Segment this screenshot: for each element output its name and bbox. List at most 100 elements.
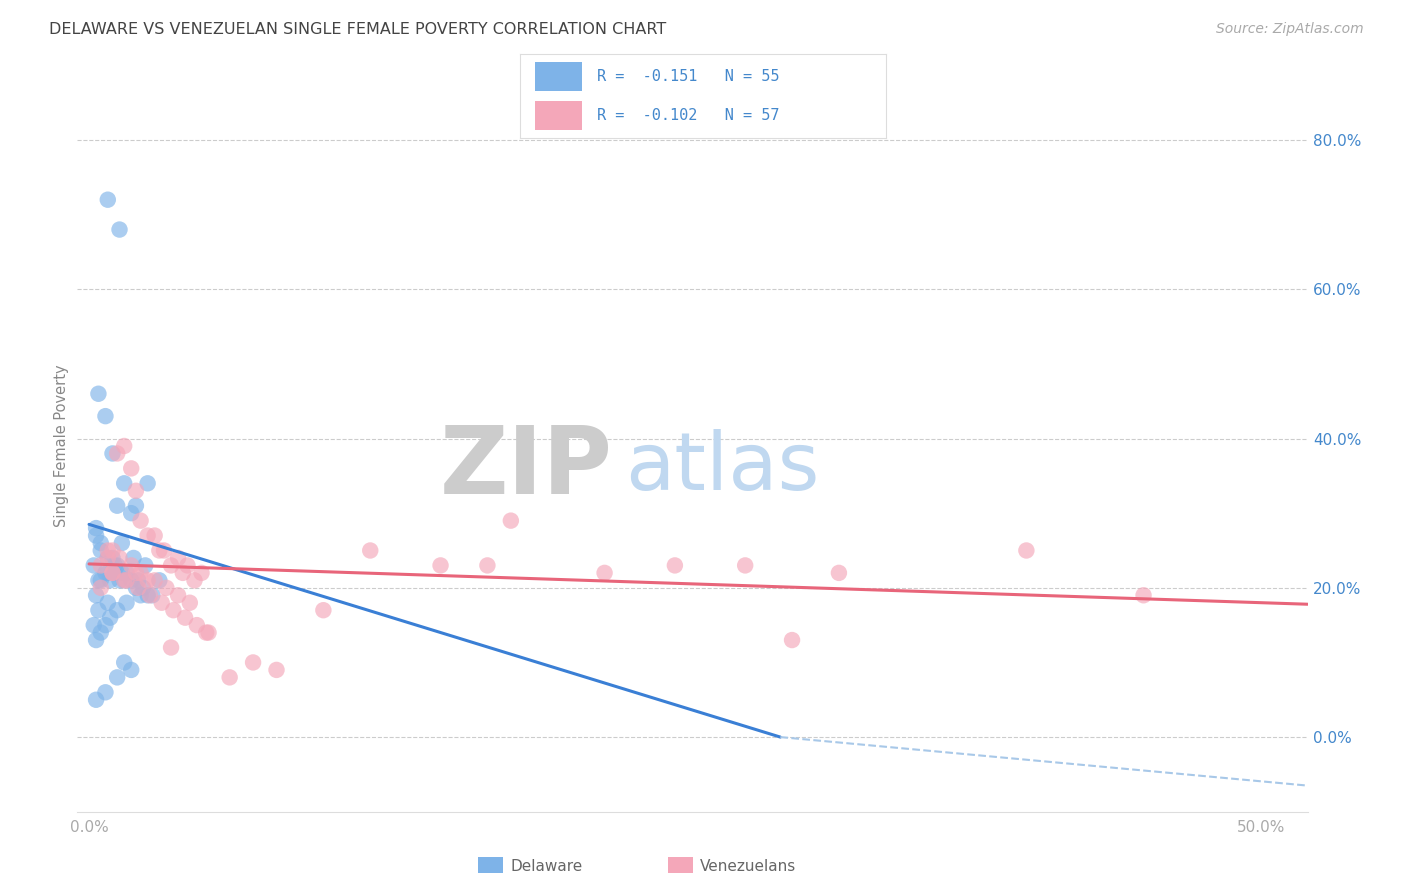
Point	[94, 618, 117, 632]
Point	[183, 574, 205, 588]
Point	[167, 588, 190, 602]
Point	[734, 558, 756, 573]
Text: ZIP: ZIP	[440, 422, 613, 514]
Point	[108, 222, 131, 236]
Point	[115, 566, 138, 580]
Point	[98, 574, 121, 588]
Point	[90, 543, 112, 558]
FancyBboxPatch shape	[534, 62, 582, 91]
Point	[97, 551, 120, 566]
Point	[828, 566, 851, 580]
Point	[112, 439, 135, 453]
Point	[90, 581, 112, 595]
Point	[94, 685, 117, 699]
Point	[499, 514, 522, 528]
Text: Venezuelans: Venezuelans	[700, 859, 796, 873]
Point	[218, 670, 240, 684]
Point	[105, 603, 128, 617]
Point	[97, 551, 120, 566]
Point	[84, 633, 107, 648]
Point	[87, 386, 110, 401]
Point	[111, 536, 134, 550]
Point	[112, 574, 135, 588]
Point	[174, 610, 197, 624]
Point	[1132, 588, 1154, 602]
Point	[101, 446, 124, 460]
Point	[108, 574, 131, 588]
Point	[134, 558, 156, 573]
Point	[176, 558, 198, 573]
Point	[155, 581, 177, 595]
Point	[90, 558, 112, 573]
FancyBboxPatch shape	[534, 101, 582, 130]
Point	[101, 551, 124, 566]
Point	[101, 543, 124, 558]
Point	[136, 588, 159, 602]
Point	[129, 588, 152, 602]
Text: Source: ZipAtlas.com: Source: ZipAtlas.com	[1216, 22, 1364, 37]
Point	[129, 514, 152, 528]
Point	[83, 558, 105, 573]
Point	[105, 558, 128, 573]
Point	[197, 625, 219, 640]
Point	[266, 663, 288, 677]
Point	[160, 558, 183, 573]
Point	[136, 476, 159, 491]
Point	[139, 588, 162, 602]
Point	[125, 581, 148, 595]
Point	[125, 566, 148, 580]
Point	[90, 574, 112, 588]
Point	[101, 566, 124, 580]
Point	[120, 558, 142, 573]
Point	[664, 558, 686, 573]
Point	[84, 528, 107, 542]
Text: R =  -0.102   N = 57: R = -0.102 N = 57	[598, 108, 779, 123]
Point	[160, 640, 183, 655]
Point	[136, 528, 159, 542]
Point	[120, 663, 142, 677]
Point	[780, 633, 803, 648]
Point	[179, 596, 201, 610]
Point	[97, 193, 120, 207]
Point	[143, 528, 166, 542]
Point	[190, 566, 212, 580]
Text: DELAWARE VS VENEZUELAN SINGLE FEMALE POVERTY CORRELATION CHART: DELAWARE VS VENEZUELAN SINGLE FEMALE POV…	[49, 22, 666, 37]
Point	[83, 618, 105, 632]
Point	[94, 409, 117, 424]
Y-axis label: Single Female Poverty: Single Female Poverty	[53, 365, 69, 527]
Point	[167, 551, 190, 566]
Point	[125, 483, 148, 498]
Text: R =  -0.151   N = 55: R = -0.151 N = 55	[598, 69, 779, 84]
Point	[111, 566, 134, 580]
Point	[90, 536, 112, 550]
Point	[477, 558, 499, 573]
Point	[115, 574, 138, 588]
Point	[94, 566, 117, 580]
Text: Delaware: Delaware	[510, 859, 582, 873]
Point	[125, 499, 148, 513]
Point	[97, 543, 120, 558]
Point	[122, 551, 145, 566]
Point	[593, 566, 616, 580]
Point	[104, 566, 127, 580]
Point	[84, 521, 107, 535]
Point	[312, 603, 335, 617]
Point	[90, 625, 112, 640]
Point	[97, 596, 120, 610]
Point	[101, 566, 124, 580]
Point	[84, 588, 107, 602]
Point	[148, 543, 170, 558]
Point	[1015, 543, 1038, 558]
Point	[84, 692, 107, 706]
Point	[112, 656, 135, 670]
Point	[105, 499, 128, 513]
Point	[97, 566, 120, 580]
Point	[127, 574, 149, 588]
Point	[242, 656, 264, 670]
Point	[112, 574, 135, 588]
Point	[143, 574, 166, 588]
Point	[98, 610, 121, 624]
Point	[127, 581, 149, 595]
Point	[108, 551, 131, 566]
Point	[132, 581, 155, 595]
